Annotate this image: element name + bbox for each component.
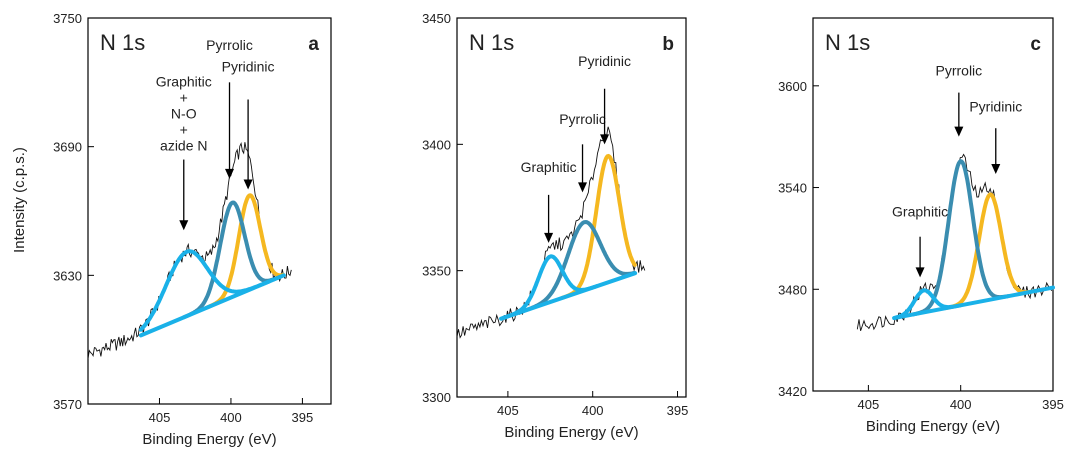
y-tick-label: 3450 <box>422 11 451 26</box>
y-tick-label: 3480 <box>778 282 807 297</box>
raw-spectrum-line <box>87 142 292 359</box>
annotation-arrow-head <box>179 220 189 231</box>
annotation-arrow-head <box>915 267 925 278</box>
peak-annotation-label: Pyridinic <box>578 53 631 69</box>
panel-letter: a <box>308 34 319 55</box>
fit-peak-curve <box>910 158 1010 317</box>
fit-baseline <box>499 271 638 321</box>
x-tick-label: 405 <box>497 403 519 418</box>
x-tick-label: 395 <box>1042 397 1064 412</box>
x-tick-label: 405 <box>149 410 171 425</box>
annotation-arrow-head <box>954 126 964 137</box>
y-tick-label: 3690 <box>53 140 82 155</box>
peak-annotation-label: azide N <box>160 138 207 154</box>
x-tick-label: 395 <box>667 403 689 418</box>
fit-baseline <box>138 273 286 338</box>
peak-annotation-label: Graphitic <box>156 74 212 90</box>
peak-annotation-label: Graphitic <box>521 159 577 175</box>
panel-title: N 1s <box>100 30 145 55</box>
chart-panel-c: 3420 3480 3540 3600 405 400 395 Binding Energy … <box>778 17 1064 435</box>
fit-peak-curve <box>181 200 283 320</box>
plot-frame <box>812 17 1054 392</box>
fit-peak-curve <box>943 192 1036 311</box>
y-tick-label: 3750 <box>53 11 82 26</box>
panel-letter: b <box>662 34 674 55</box>
annotation-arrow-head <box>578 182 588 193</box>
peak-annotation-label: Graphitic <box>892 203 948 219</box>
y-tick-label: 3570 <box>53 397 82 412</box>
panel-title: N 1s <box>825 30 870 55</box>
peak-annotation-label: N-O <box>171 106 197 122</box>
y-tick-label: 3400 <box>422 137 451 152</box>
y-tick-label: 3540 <box>778 181 807 196</box>
peak-annotation-label: + <box>180 90 188 106</box>
y-tick-label: 3350 <box>422 264 451 279</box>
x-tick-label: 405 <box>858 397 880 412</box>
y-axis-label: Intensity (c.p.s.) <box>11 147 28 253</box>
x-tick-label: 400 <box>582 403 604 418</box>
x-tick-label: 400 <box>950 397 972 412</box>
x-tick-label: 400 <box>220 410 242 425</box>
peak-annotation-label: Pyrrolic <box>206 37 253 53</box>
x-axis-label: Binding Energy (eV) <box>866 418 1000 435</box>
y-tick-label: 3600 <box>778 79 807 94</box>
fit-baseline <box>892 285 1055 321</box>
peak-annotation-label: + <box>180 122 188 138</box>
x-axis-label: Binding Energy (eV) <box>504 424 638 441</box>
peak-annotation-label: Pyridinic <box>222 59 275 75</box>
panel-title: N 1s <box>469 30 514 55</box>
x-tick-label: 395 <box>292 410 314 425</box>
annotation-arrow-head <box>243 179 253 190</box>
peak-annotation-label: Pyridinic <box>969 98 1022 114</box>
y-tick-label: 3300 <box>422 390 451 405</box>
annotation-arrow-head <box>225 168 235 179</box>
peak-annotation-label: Pyrrolic <box>936 63 983 79</box>
peak-annotation-label: Pyrrolic <box>559 111 606 127</box>
x-axis-label: Binding Energy (eV) <box>142 431 276 448</box>
chart-panel-a: 3570 3630 3690 3750 405 400 395 Binding Energy … <box>53 11 332 448</box>
y-tick-label: 3420 <box>778 384 807 399</box>
panel-letter: c <box>1030 34 1041 55</box>
raw-spectrum-line <box>456 126 646 339</box>
chart-panel-b: 3300 3350 3400 3450 405 400 395 Binding Energy … <box>422 11 688 441</box>
annotation-arrow-head <box>600 134 610 145</box>
y-tick-label: 3630 <box>53 268 82 283</box>
plot-frame <box>456 17 687 398</box>
annotation-arrow-head <box>544 232 554 243</box>
annotation-arrow-head <box>991 163 1001 174</box>
